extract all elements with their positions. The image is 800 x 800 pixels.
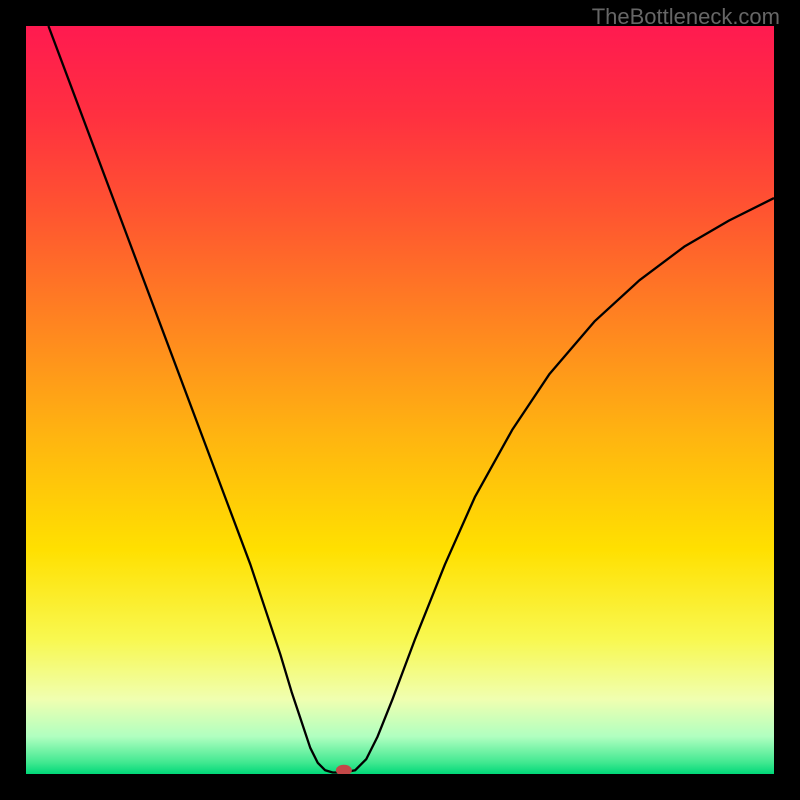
chart-area <box>26 26 774 774</box>
chart-background <box>26 26 774 774</box>
watermark-text: TheBottleneck.com <box>592 4 780 30</box>
bottleneck-curve-chart <box>26 26 774 774</box>
